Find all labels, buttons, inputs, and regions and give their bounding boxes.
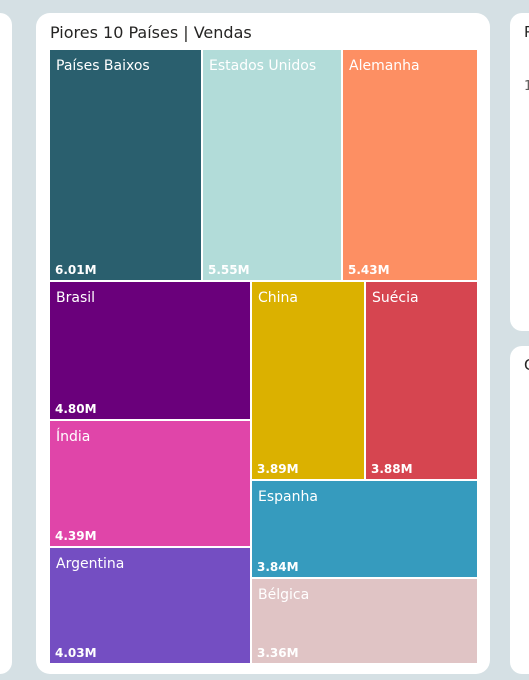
tile-india[interactable]: Índia 4.39M (50, 421, 252, 548)
tile-value: 6.01M (55, 263, 97, 277)
tile-label: Argentina (56, 556, 125, 572)
tile-label: Países Baixos (56, 58, 150, 74)
tile-value: 3.88M (371, 462, 413, 476)
tile-espanha[interactable]: Espanha 3.84M (252, 481, 479, 579)
tile-value: 5.55M (208, 263, 250, 277)
tile-label: Alemanha (349, 58, 420, 74)
right-adjacent-card-top: P 1 (510, 13, 529, 331)
right-card-value-fragment: 1 (524, 79, 529, 94)
tile-estados-unidos[interactable]: Estados Unidos 5.55M (203, 50, 343, 282)
tile-value: 4.80M (55, 402, 97, 416)
tile-label: Bélgica (258, 587, 310, 603)
tile-value: 5.43M (348, 263, 390, 277)
tile-label: Espanha (258, 489, 318, 505)
tile-label: Suécia (372, 290, 419, 306)
tile-paises-baixos[interactable]: Países Baixos 6.01M (50, 50, 203, 282)
tile-alemanha[interactable]: Alemanha 5.43M (343, 50, 479, 282)
chart-title: Piores 10 Países | Vendas (50, 23, 252, 42)
tile-label: China (258, 290, 298, 306)
tile-label: Índia (56, 429, 91, 445)
tile-value: 4.39M (55, 529, 97, 543)
tile-value: 3.36M (257, 646, 299, 660)
tile-value: 3.89M (257, 462, 299, 476)
tile-china[interactable]: China 3.89M (252, 282, 366, 481)
tile-label: Estados Unidos (209, 58, 317, 74)
right-adjacent-card-bottom: C (510, 346, 529, 674)
tile-brasil[interactable]: Brasil 4.80M (50, 282, 252, 421)
tile-value: 4.03M (55, 646, 97, 660)
right-card-title-fragment: P (524, 23, 529, 41)
tile-label: Brasil (56, 290, 96, 306)
right-card-title-fragment-2: C (524, 356, 529, 374)
tile-argentina[interactable]: Argentina 4.03M (50, 548, 252, 665)
left-adjacent-card (0, 13, 12, 674)
treemap-chart: Países Baixos 6.01M Estados Unidos 5.55M… (50, 50, 479, 665)
tile-suecia[interactable]: Suécia 3.88M (366, 282, 479, 481)
tile-value: 3.84M (257, 560, 299, 574)
tile-belgica[interactable]: Bélgica 3.36M (252, 579, 479, 665)
